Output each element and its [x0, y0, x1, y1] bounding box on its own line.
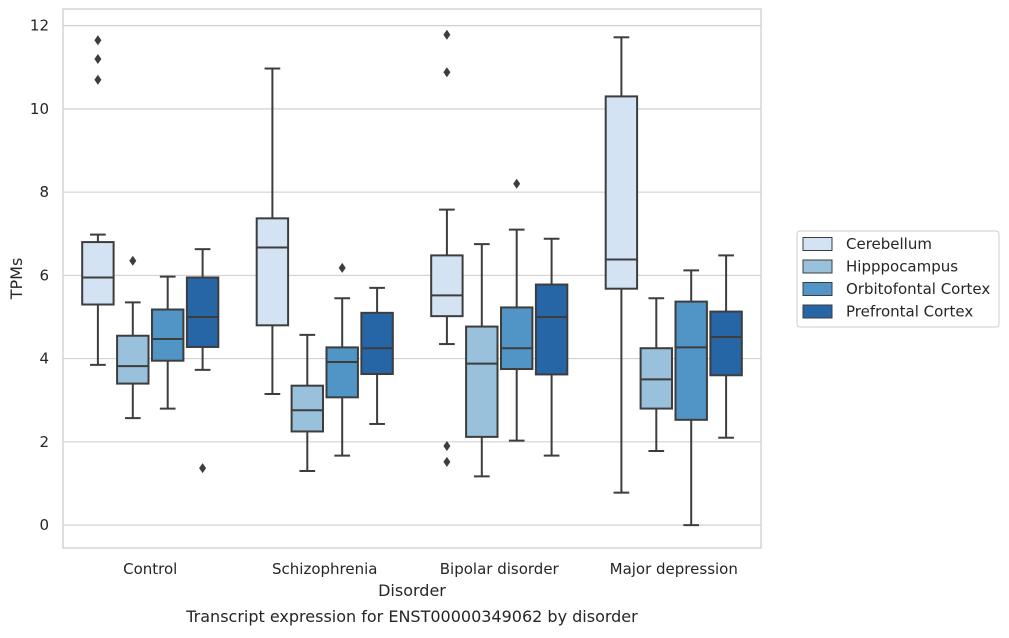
- box-body: [325, 346, 359, 399]
- y-tick-label: 4: [39, 350, 49, 368]
- box-0-3: [185, 248, 220, 474]
- x-tick-label: Control: [123, 560, 177, 578]
- box-1-1: [290, 333, 325, 472]
- y-tick-label: 8: [39, 183, 49, 201]
- y-tick-label: 12: [30, 17, 49, 35]
- box-2-2: [499, 178, 534, 442]
- box-plot-marks: [81, 29, 743, 527]
- box-body: [639, 347, 674, 410]
- box-1-2: [325, 262, 359, 457]
- outlier-marker: [94, 35, 102, 46]
- box-2-1: [465, 243, 499, 478]
- box-body: [360, 311, 394, 376]
- box-body: [81, 241, 115, 306]
- outlier-marker: [443, 456, 451, 467]
- box-body: [604, 95, 639, 290]
- y-tick-label: 6: [39, 266, 49, 284]
- legend-label: Hipppocampus: [846, 258, 958, 276]
- x-tick-label: Schizophrenia: [272, 560, 377, 578]
- plot-frame: [62, 8, 762, 549]
- legend-label: Orbitofontal Cortex: [846, 280, 990, 298]
- legend-frame: [796, 230, 1000, 328]
- box-body: [709, 310, 743, 377]
- outlier-marker: [94, 74, 102, 85]
- box-3-0: [604, 36, 639, 494]
- box-body: [534, 283, 569, 376]
- box-body: [430, 254, 464, 318]
- x-tick-label: Bipolar disorder: [440, 560, 560, 578]
- box-1-0: [255, 67, 290, 395]
- y-axis-label: TPMs: [7, 258, 26, 301]
- y-tick-label: 0: [39, 516, 49, 534]
- outlier-marker: [443, 67, 451, 78]
- box-1-3: [360, 286, 394, 425]
- box-0-1: [116, 255, 150, 420]
- legend-swatch: [802, 282, 833, 296]
- box-body: [674, 300, 708, 421]
- outlier-marker: [338, 262, 346, 273]
- x-axis-label: Disorder: [378, 581, 446, 600]
- x-axis-ticks: Control Schizophrenia Bipolar disorder Majo…: [123, 560, 738, 578]
- legend-label: Prefrontal Cortex: [846, 303, 973, 321]
- box-body: [499, 306, 534, 371]
- y-axis-ticks: 0 2 4 6 8 10 12: [30, 17, 49, 534]
- box-body: [150, 308, 185, 362]
- legend-label: Cerebellum: [846, 235, 932, 253]
- legend-swatch: [802, 259, 833, 274]
- box-body: [290, 384, 325, 433]
- box-body: [465, 325, 499, 438]
- box-body: [116, 334, 150, 385]
- box-0-0: [81, 35, 115, 366]
- outlier-marker: [129, 255, 137, 266]
- box-0-2: [150, 275, 185, 410]
- box-2-3: [534, 237, 569, 457]
- y-tick-label: 2: [39, 433, 49, 451]
- outlier-marker: [443, 29, 451, 40]
- x-tick-label: Major depression: [610, 560, 738, 578]
- outlier-marker: [199, 463, 207, 474]
- box-3-2: [674, 269, 708, 527]
- outlier-marker: [94, 53, 102, 64]
- outlier-marker: [443, 441, 451, 452]
- outlier-marker: [513, 178, 521, 189]
- legend-swatch: [802, 304, 833, 319]
- box-3-1: [639, 297, 674, 453]
- legend: Cerebellum Hipppocampus Orbitofontal Corte…: [796, 230, 1000, 328]
- y-tick-label: 10: [30, 100, 49, 118]
- box-2-0: [430, 29, 464, 467]
- box-body: [185, 276, 220, 348]
- box-body: [255, 217, 290, 327]
- box-3-3: [709, 254, 743, 439]
- legend-swatch: [802, 237, 833, 251]
- chart-caption: Transcript expression for ENST0000034906…: [185, 607, 638, 626]
